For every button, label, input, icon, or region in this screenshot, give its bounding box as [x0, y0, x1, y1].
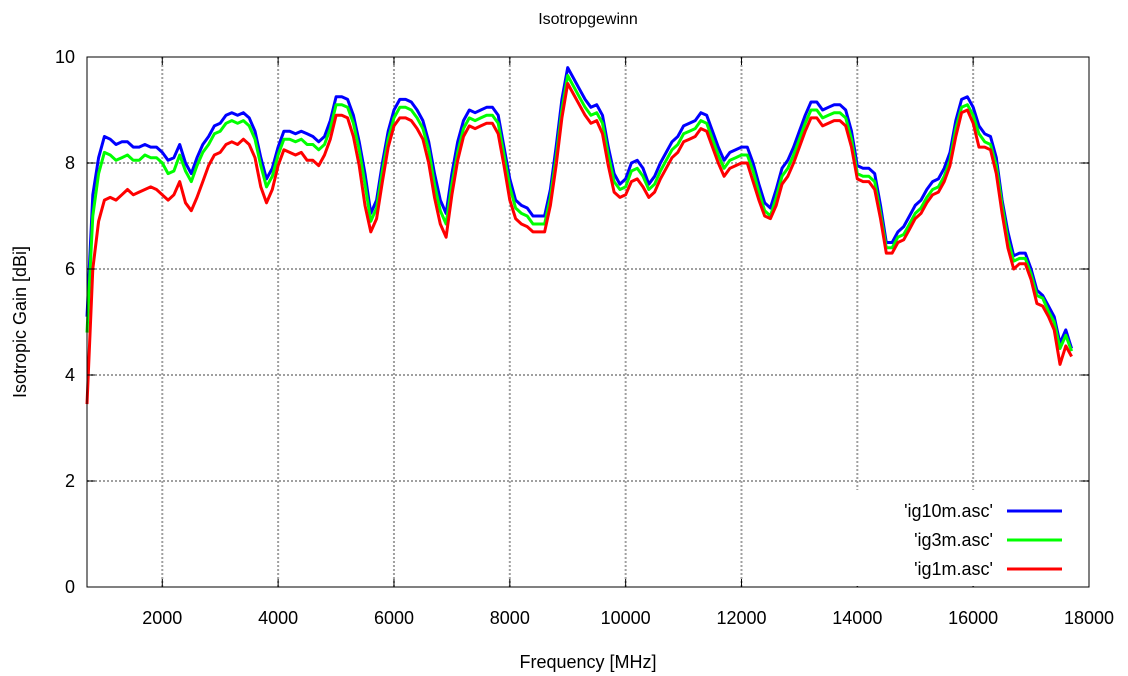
x-tick-label: 8000 — [490, 608, 530, 628]
y-axis-label: Isotropic Gain [dBi] — [10, 246, 30, 398]
legend: 'ig10m.asc' 'ig3m.asc' 'ig1m.asc' — [852, 490, 1080, 586]
x-tick-label: 12000 — [716, 608, 766, 628]
y-tick-label: 0 — [65, 577, 75, 597]
x-tick-label: 18000 — [1064, 608, 1114, 628]
legend-label: 'ig3m.asc' — [914, 530, 993, 550]
legend-label: 'ig1m.asc' — [914, 559, 993, 579]
x-tick-label: 6000 — [374, 608, 414, 628]
x-tick-label: 16000 — [948, 608, 998, 628]
x-tick-label: 14000 — [832, 608, 882, 628]
x-tick-label: 2000 — [142, 608, 182, 628]
series-line-1 — [85, 66, 1074, 349]
x-axis-label: Frequency [MHz] — [519, 652, 656, 672]
y-tick-label: 8 — [65, 153, 75, 173]
series-line-2 — [85, 74, 1074, 352]
y-tick-label: 2 — [65, 471, 75, 491]
x-tick-label: 4000 — [258, 608, 298, 628]
y-tick-label: 4 — [65, 365, 75, 385]
ticks: 2000 4000 6000 8000 10000 12000 14000 16000 1800… — [55, 47, 1114, 628]
x-tick-label: 10000 — [601, 608, 651, 628]
plot-frame — [86, 56, 1090, 588]
series-layer — [85, 66, 1074, 405]
y-tick-label: 6 — [65, 259, 75, 279]
legend-label: 'ig10m.asc' — [904, 501, 993, 521]
y-tick-label: 10 — [55, 47, 75, 67]
series-line-3 — [85, 82, 1073, 405]
chart-title: Isotropgewinn — [538, 11, 638, 28]
